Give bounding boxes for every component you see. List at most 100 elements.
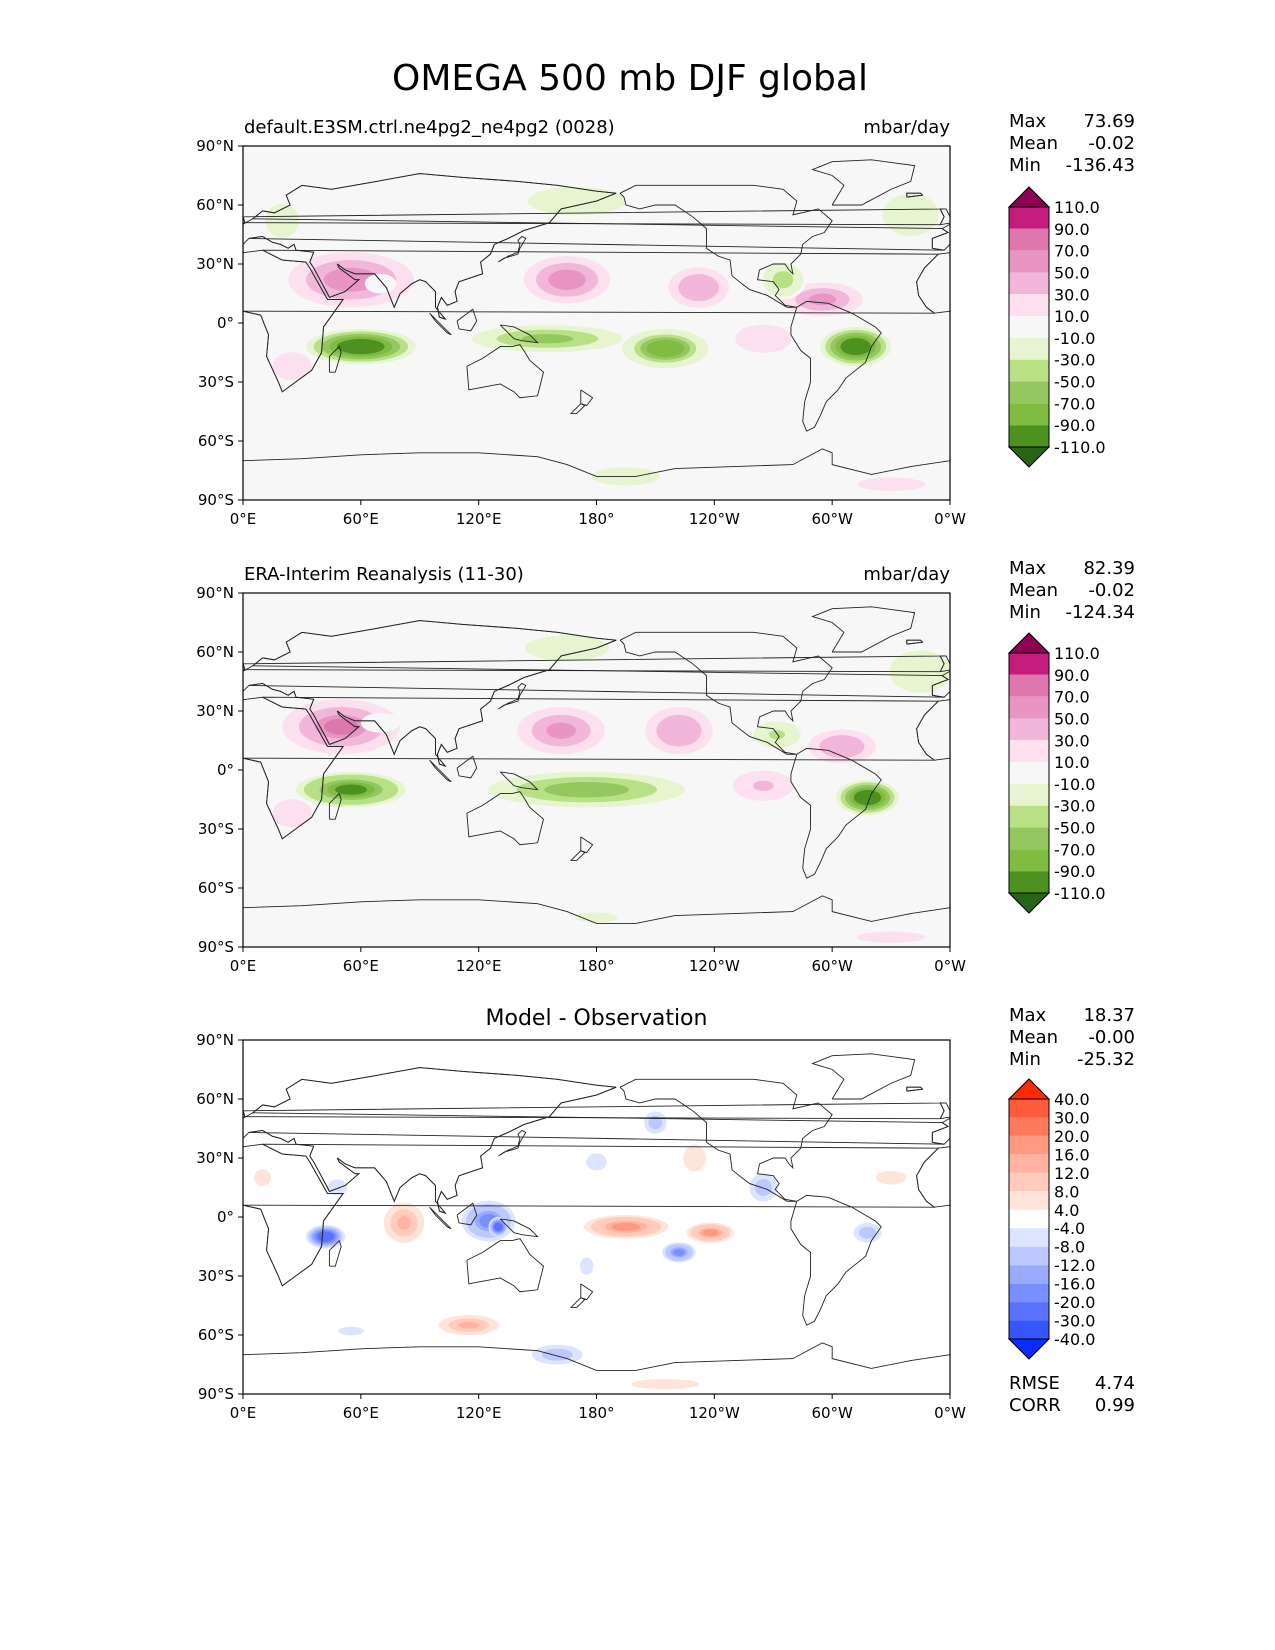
lat-tick-label: 60°N [196,196,234,214]
coastline-10 [456,308,478,332]
map-panel-1: 90°N 60°N 30°N 0° 30°S 60°S 90°S0°E 60°E 120°E 18… [196,137,1105,528]
colorbar-label: 10.0 [1054,307,1090,326]
colorbar-bin [1009,849,1049,872]
coastline-10 [456,1202,478,1226]
colorbar-bin [1009,1283,1049,1303]
colorbar-label: 90.0 [1054,666,1090,685]
coastline-west-1 [243,620,617,767]
colorbar-bin [1009,403,1049,426]
colorbar-bin [1009,207,1049,229]
lat-tick-label: 30°N [196,255,234,273]
coastline-8 [328,792,342,820]
lon-tick-label: 120°E [456,1404,502,1422]
colorbar-label: -70.0 [1054,394,1095,413]
colorbar-label: 70.0 [1054,688,1090,707]
coastline-wrap-1 [931,223,950,251]
coastline-wrap-15 [906,192,924,198]
coastline-12 [580,836,594,854]
lon-tick-label: 0°E [230,957,257,975]
panel-1-mean: -0.02 [1088,133,1135,154]
colorbar-bin [1009,337,1049,360]
panel-3-title: Model - Observation [485,1006,708,1031]
map-panel-2: 90°N 60°N 30°N 0° 30°S 60°S 90°S0°E 60°E 120°E 18… [196,584,1105,975]
lat-tick-label: 30°S [198,820,234,838]
lon-tick-label: 0°W [934,510,966,528]
coastline-3 [619,184,833,308]
coastline-west-0 [243,1143,345,1287]
colorbar-bin [1009,1154,1049,1173]
colorbar-label: 4.0 [1054,1201,1079,1220]
lat-tick-label: 90°S [198,1385,234,1403]
coastline-wrap-14 [939,208,950,226]
contour-cell-12-5 [458,1321,480,1329]
contour-cell-4-5 [495,1223,502,1230]
contour-cell-2-5 [397,1216,411,1230]
contour-cell-13-5 [546,1350,568,1359]
coastline-wrap-0 [916,252,950,314]
contour-cell-4-5 [753,780,774,791]
lat-tick-label: 30°S [198,373,234,391]
figure-title: OMEGA 500 mb DJF global [392,58,868,99]
coastline-wrap-0 [916,699,950,761]
contour-cell-7-5 [521,334,574,344]
colorbar-label: -16.0 [1054,1275,1095,1294]
coastline-west-1 [243,173,617,320]
colorbar-label: -50.0 [1054,819,1095,838]
coastline-9 [499,771,539,791]
lat-tick-label: 0° [217,1208,234,1226]
coastline-2 [466,1238,544,1293]
colorbar-bin [1009,827,1049,850]
panel-1-min: -136.43 [1065,155,1135,176]
contour-cell-3-5 [830,740,854,753]
coastline-west-14 [243,215,246,224]
colorbar-bin [1009,674,1049,697]
lon-tick-label: 120°E [456,510,502,528]
contour-cell-9-5 [688,1151,701,1165]
contour-cell-19-5 [582,1260,592,1272]
colorbar-label: -90.0 [1054,416,1095,435]
contour-cell-10-5 [776,273,790,286]
contour-cell-0-5 [332,271,370,288]
coastline-13 [569,850,586,861]
colorbar-label: -40.0 [1054,1330,1095,1349]
contour-cell-5-5 [284,360,301,373]
contour-cell-13-5 [899,206,923,224]
colorbar-bin [1009,425,1049,447]
colorbar-bin [1009,359,1049,382]
colorbar-bin [1009,653,1049,675]
diff-metrics: RMSE 4.74 CORR 0.99 [1009,1373,1135,1416]
coastline-7 [498,235,527,263]
colorbar-label: -30.0 [1054,351,1095,370]
colorbar-label: 90.0 [1054,220,1090,239]
coastline-west-14 [243,662,246,671]
panel-1-left-title: default.E3SM.ctrl.ne4pg2_ne4pg2 (0028) [244,117,615,138]
contour-cell-2-5 [667,722,691,739]
colorbar-bin [1009,250,1049,273]
contour-cell-14-5 [342,1328,360,1334]
coastline-10 [456,755,478,779]
contour-cell-13-5 [582,914,611,921]
coastline-west-1 [243,1067,617,1214]
lat-tick-label: 90°S [198,938,234,956]
lon-tick-label: 60°W [811,510,853,528]
colorbar-label: 8.0 [1054,1182,1079,1201]
panel-2-stats: Max 82.39 Mean -0.02 Min -124.34 [1009,558,1135,623]
lat-tick-label: 30°N [196,702,234,720]
lon-tick-label: 180° [578,510,614,528]
coastline-3 [619,1078,833,1202]
lon-tick-label: 0°W [934,957,966,975]
colorbar-extend-top [1007,186,1051,208]
colorbar-bin [1009,871,1049,893]
colorbar-bin [1009,1320,1049,1339]
lat-tick-label: 90°N [196,137,234,155]
lon-tick-label: 60°E [343,510,379,528]
contour-cell-6-5 [344,341,377,352]
contour-cell-5-5 [611,1222,641,1231]
contour-cell-11-5 [556,195,597,207]
colorbar-extend-bottom [1007,1338,1051,1360]
rmse-value: 4.74 [1094,1373,1135,1394]
colorbar-label: -30.0 [1054,1312,1095,1331]
colorbar-bin [1009,1099,1049,1118]
panel-2-mean: -0.02 [1088,580,1135,601]
corr-value: 0.99 [1094,1395,1135,1416]
